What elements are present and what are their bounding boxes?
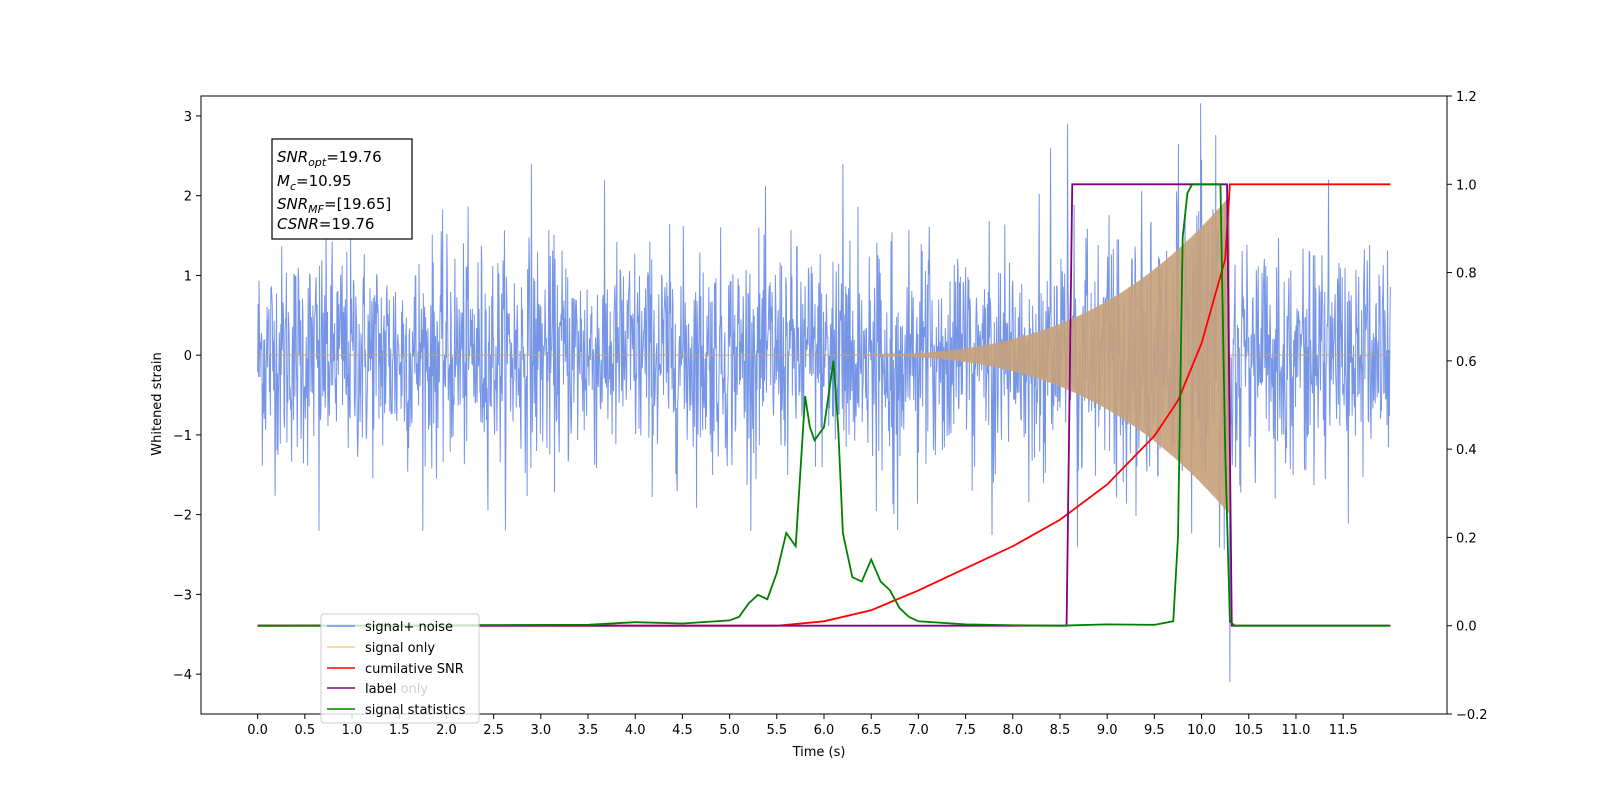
y-tick-label: −2 — [173, 509, 192, 524]
x-tick-label: 7.0 — [908, 723, 929, 738]
annotation-line-csnr: CSNR=19.76 — [277, 215, 374, 233]
x-tick-label: 3.0 — [530, 723, 551, 738]
annotation-line-mc: Mc=10.95 — [277, 172, 352, 193]
y-tick-label: 2 — [184, 190, 192, 205]
y2-tick-label: 0.2 — [1456, 531, 1477, 546]
y-tick-label: −1 — [173, 429, 192, 444]
x-tick-label: 0.5 — [294, 723, 315, 738]
legend-item-signal-only: signal only — [327, 641, 435, 656]
x-tick-label: 3.5 — [578, 723, 599, 738]
legend: label only signal+ noise signal only cum… — [320, 613, 480, 724]
annotation-box: SNRopt=19.76 Mc=10.95 SNRMF=[19.65] CSNR… — [271, 138, 413, 240]
legend-label-signal-statistics: signal statistics — [365, 703, 466, 718]
x-tick-label: 7.5 — [955, 723, 976, 738]
legend-label-label: label — [365, 682, 396, 697]
legend-item-signal-noise: signal+ noise — [327, 620, 453, 635]
y2-tick-label: 0.0 — [1456, 620, 1477, 635]
x-tick-label: 2.0 — [436, 723, 457, 738]
x-tick-label: 6.0 — [814, 723, 835, 738]
y-axis-label: Whitened strain — [150, 352, 165, 455]
x-axis-label: Time (s) — [792, 745, 846, 760]
x-tick-label: 10.0 — [1187, 723, 1216, 738]
x-tick-label: 4.0 — [625, 723, 646, 738]
x-tick-label: 6.5 — [861, 723, 882, 738]
x-tick-label: 1.0 — [342, 723, 363, 738]
series-cumulative-snr — [257, 183, 1391, 627]
annotation-line-snr-opt: SNRopt=19.76 — [277, 148, 382, 169]
legend-label-signal-noise: signal+ noise — [365, 620, 453, 635]
x-tick-label: 11.5 — [1329, 723, 1358, 738]
legend-ghost-text: label only — [365, 682, 428, 697]
x-tick-label: 1.5 — [389, 723, 410, 738]
x-tick-label: 9.0 — [1097, 723, 1118, 738]
legend-item-label: label — [327, 682, 396, 697]
y-tick-label: −4 — [173, 668, 192, 683]
y2-tick-label: 1.2 — [1456, 90, 1477, 105]
y-tick-label: 0 — [184, 349, 192, 364]
legend-label-signal-only: signal only — [365, 641, 435, 656]
x-tick-label: 11.0 — [1281, 723, 1310, 738]
x-tick-label: 10.5 — [1234, 723, 1263, 738]
series-signal-plus-noise — [257, 103, 1391, 683]
x-tick-label: 5.5 — [766, 723, 787, 738]
y-tick-label: −3 — [173, 588, 192, 603]
y2-tick-label: 0.4 — [1456, 443, 1477, 458]
x-tick-label: 8.0 — [1002, 723, 1023, 738]
y-tick-label: 1 — [184, 269, 192, 284]
x-tick-label: 2.5 — [483, 723, 504, 738]
y2-tick-label: 0.6 — [1456, 355, 1477, 370]
legend-item-signal-statistics: signal statistics — [327, 703, 466, 718]
legend-label-cumulative-snr: cumilative SNR — [365, 662, 464, 677]
data-layer — [257, 103, 1391, 683]
legend-item-cumulative-snr: cumilative SNR — [327, 662, 464, 677]
y2-tick-label: −0.2 — [1456, 708, 1488, 723]
axes-layer: 0.0 0.5 1.0 1.5 2.0 2.5 3.0 3.5 4.0 4.5 5.0 5.5 6.0 6… — [173, 90, 1488, 738]
series-signal-only — [257, 196, 1391, 515]
x-tick-label: 9.5 — [1144, 723, 1165, 738]
annotation-frame — [271, 138, 413, 240]
series-signal-statistics — [257, 183, 1391, 627]
x-tick-label: 4.5 — [672, 723, 693, 738]
x-tick-label: 5.0 — [719, 723, 740, 738]
y2-tick-label: 0.8 — [1456, 267, 1477, 282]
annotation-line-snr-mf: SNRMF=[19.65] — [277, 195, 391, 216]
y-tick-label: 3 — [184, 110, 192, 125]
legend-frame — [320, 613, 480, 724]
x-tick-label: 0.0 — [247, 723, 268, 738]
y2-tick-label: 1.0 — [1456, 178, 1477, 193]
x-tick-label: 8.5 — [1050, 723, 1071, 738]
